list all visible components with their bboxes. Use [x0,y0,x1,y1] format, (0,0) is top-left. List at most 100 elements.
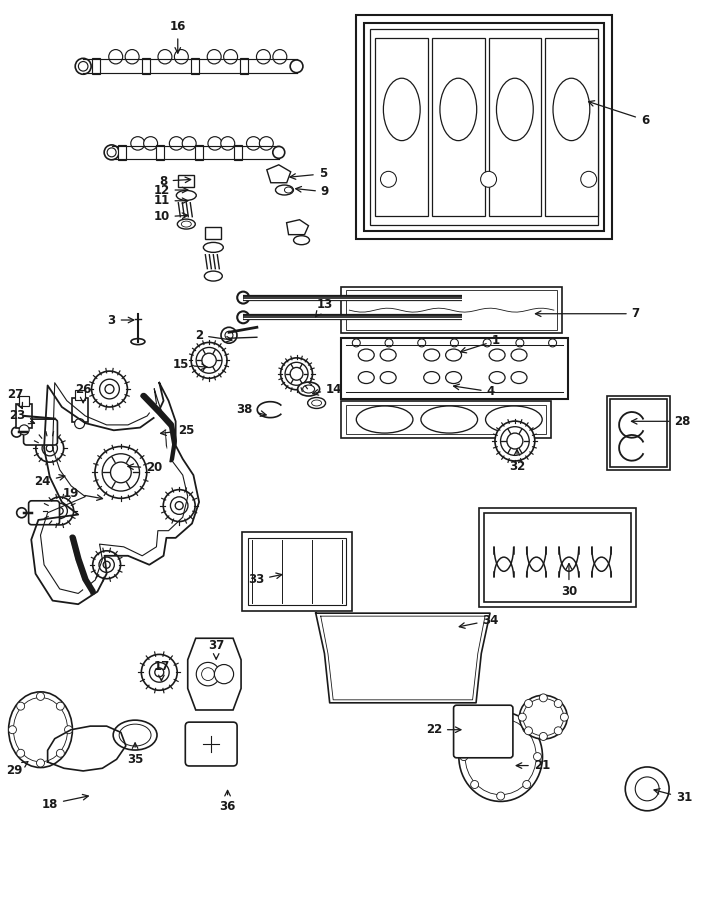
Text: 29: 29 [6,761,28,778]
Circle shape [460,752,468,760]
Circle shape [352,339,361,346]
Bar [488,38,541,216]
Ellipse shape [246,137,261,150]
Bar [92,58,100,75]
Circle shape [290,367,303,380]
Ellipse shape [423,372,440,383]
Circle shape [99,557,114,572]
Ellipse shape [446,372,461,383]
Circle shape [191,342,227,378]
Circle shape [554,699,562,707]
Circle shape [533,752,541,760]
Text: 38: 38 [236,403,266,417]
Text: 22: 22 [426,724,461,736]
Bar [608,396,670,470]
Ellipse shape [176,191,196,201]
Ellipse shape [223,50,238,64]
Ellipse shape [125,50,139,64]
Text: 7: 7 [536,307,640,320]
Circle shape [539,733,548,741]
Circle shape [221,328,237,343]
Circle shape [16,702,25,710]
Circle shape [381,171,396,187]
Circle shape [481,171,496,187]
Circle shape [75,418,84,428]
Text: 26: 26 [75,382,91,403]
Circle shape [548,339,557,346]
Circle shape [451,339,458,346]
Circle shape [9,725,16,734]
Bar [195,145,203,160]
Ellipse shape [489,372,505,383]
Ellipse shape [276,185,293,195]
Circle shape [471,724,478,733]
Ellipse shape [174,50,188,64]
Bar [356,15,612,239]
Bar [363,23,603,231]
Circle shape [36,692,44,700]
Circle shape [56,750,64,757]
Circle shape [171,497,188,514]
Ellipse shape [273,50,287,64]
Circle shape [36,435,64,463]
Text: 25: 25 [161,424,194,436]
Circle shape [100,379,119,399]
Circle shape [202,353,216,367]
Ellipse shape [358,349,374,361]
Ellipse shape [511,349,527,361]
FancyBboxPatch shape [453,706,513,758]
Circle shape [104,145,119,160]
Ellipse shape [380,349,396,361]
Text: 5: 5 [290,167,327,180]
Ellipse shape [440,78,477,140]
Text: 23: 23 [9,410,34,424]
Text: 19: 19 [63,487,103,500]
Bar [141,58,149,75]
Ellipse shape [177,219,195,230]
Bar [16,404,32,428]
Circle shape [525,699,533,707]
Circle shape [19,425,29,435]
Text: 12: 12 [154,184,188,196]
FancyBboxPatch shape [186,722,237,766]
Circle shape [155,668,164,677]
FancyBboxPatch shape [29,500,59,525]
Circle shape [483,339,491,346]
Text: 13: 13 [316,298,333,317]
Circle shape [471,780,478,788]
Text: 1: 1 [461,334,500,353]
Bar [71,398,88,421]
Text: 4: 4 [453,384,495,398]
Circle shape [525,727,533,734]
Circle shape [16,750,25,757]
Text: 35: 35 [127,742,144,766]
Text: 11: 11 [154,194,188,207]
Polygon shape [286,220,308,235]
Circle shape [214,664,233,684]
Circle shape [149,662,169,682]
Text: 8: 8 [159,175,191,187]
Ellipse shape [511,372,527,383]
Ellipse shape [293,236,309,245]
Circle shape [36,759,44,767]
Ellipse shape [256,50,271,64]
Circle shape [497,713,505,721]
Ellipse shape [519,695,567,739]
Bar [191,58,198,75]
Bar [346,405,546,435]
Circle shape [11,428,21,437]
Bar [156,145,164,160]
Text: 33: 33 [248,573,282,587]
Circle shape [523,780,531,788]
Circle shape [418,339,426,346]
Text: 37: 37 [208,639,224,659]
Ellipse shape [553,78,590,140]
Circle shape [456,292,468,303]
Circle shape [516,339,524,346]
Text: 20: 20 [128,462,162,474]
Bar [206,227,221,239]
Text: 18: 18 [41,795,89,811]
Circle shape [237,292,249,303]
Ellipse shape [489,349,505,361]
Ellipse shape [169,137,183,150]
